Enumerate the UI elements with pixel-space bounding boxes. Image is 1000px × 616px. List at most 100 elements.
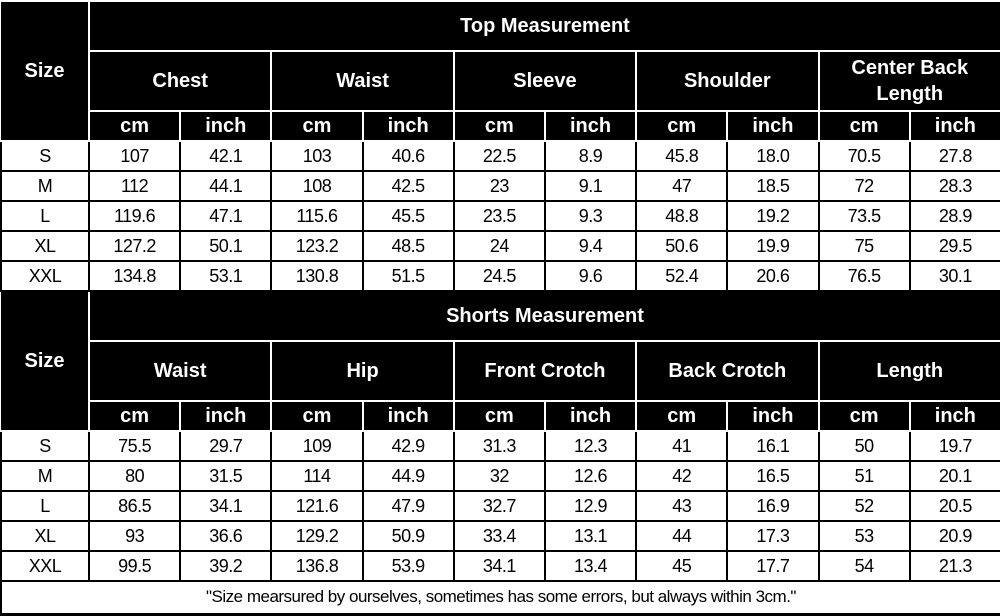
group-header: Back Crotch — [636, 341, 818, 401]
size-header: Size — [1, 291, 89, 431]
value-cell: 52 — [819, 491, 910, 521]
value-cell: 43 — [636, 491, 727, 521]
value-cell: 28.3 — [910, 171, 1000, 201]
value-cell: 50.6 — [636, 231, 727, 261]
group-header: Hip — [271, 341, 453, 401]
value-cell: 20.5 — [910, 491, 1000, 521]
value-cell: 42.9 — [363, 431, 454, 461]
size-cell: L — [1, 201, 89, 231]
size-cell: XL — [1, 521, 89, 551]
value-cell: 9.4 — [545, 231, 636, 261]
value-cell: 93 — [89, 521, 180, 551]
unit-header: inch — [910, 401, 1000, 431]
value-cell: 23.5 — [454, 201, 545, 231]
value-cell: 73.5 — [819, 201, 910, 231]
value-cell: 34.1 — [454, 551, 545, 581]
size-header: Size — [1, 1, 89, 141]
value-cell: 17.3 — [727, 521, 818, 551]
value-cell: 39.2 — [180, 551, 271, 581]
value-cell: 9.6 — [545, 261, 636, 291]
value-cell: 53.1 — [180, 261, 271, 291]
value-cell: 51 — [819, 461, 910, 491]
value-cell: 9.1 — [545, 171, 636, 201]
value-cell: 48.8 — [636, 201, 727, 231]
value-cell: 121.6 — [271, 491, 362, 521]
value-cell: 21.3 — [910, 551, 1000, 581]
value-cell: 136.8 — [271, 551, 362, 581]
value-cell: 12.6 — [545, 461, 636, 491]
value-cell: 16.9 — [727, 491, 818, 521]
value-cell: 42 — [636, 461, 727, 491]
unit-header: inch — [363, 111, 454, 141]
value-cell: 99.5 — [89, 551, 180, 581]
value-cell: 36.6 — [180, 521, 271, 551]
value-cell: 8.9 — [545, 141, 636, 171]
group-header: Waist — [271, 51, 453, 111]
value-cell: 72 — [819, 171, 910, 201]
value-cell: 27.8 — [910, 141, 1000, 171]
value-cell: 19.7 — [910, 431, 1000, 461]
value-cell: 24 — [454, 231, 545, 261]
unit-header: cm — [271, 401, 362, 431]
value-cell: 20.6 — [727, 261, 818, 291]
value-cell: 50.1 — [180, 231, 271, 261]
value-cell: 75.5 — [89, 431, 180, 461]
unit-header: inch — [363, 401, 454, 431]
size-cell: XXL — [1, 261, 89, 291]
value-cell: 47 — [636, 171, 727, 201]
note-section: "Size mearsured by ourselves, sometimes … — [1, 581, 1000, 614]
group-header: Chest — [89, 51, 271, 111]
size-cell: S — [1, 141, 89, 171]
unit-header: cm — [819, 401, 910, 431]
value-cell: 42.1 — [180, 141, 271, 171]
value-cell: 24.5 — [454, 261, 545, 291]
value-cell: 28.9 — [910, 201, 1000, 231]
value-cell: 20.9 — [910, 521, 1000, 551]
value-cell: 86.5 — [89, 491, 180, 521]
value-cell: 127.2 — [89, 231, 180, 261]
value-cell: 23 — [454, 171, 545, 201]
section-title: Shorts Measurement — [89, 291, 1000, 341]
value-cell: 107 — [89, 141, 180, 171]
value-cell: 70.5 — [819, 141, 910, 171]
unit-header: cm — [636, 401, 727, 431]
value-cell: 31.5 — [180, 461, 271, 491]
value-cell: 18.0 — [727, 141, 818, 171]
value-cell: 17.7 — [727, 551, 818, 581]
value-cell: 13.1 — [545, 521, 636, 551]
disclaimer-note: "Size mearsured by ourselves, sometimes … — [1, 581, 1000, 614]
value-cell: 114 — [271, 461, 362, 491]
unit-header: inch — [727, 111, 818, 141]
value-cell: 12.9 — [545, 491, 636, 521]
value-cell: 22.5 — [454, 141, 545, 171]
value-cell: 44.1 — [180, 171, 271, 201]
value-cell: 45 — [636, 551, 727, 581]
value-cell: 75 — [819, 231, 910, 261]
size-cell: L — [1, 491, 89, 521]
group-header: Front Crotch — [454, 341, 636, 401]
value-cell: 76.5 — [819, 261, 910, 291]
value-cell: 53 — [819, 521, 910, 551]
unit-header: cm — [636, 111, 727, 141]
size-cell: M — [1, 171, 89, 201]
unit-header: cm — [454, 111, 545, 141]
value-cell: 129.2 — [271, 521, 362, 551]
value-cell: 30.1 — [910, 261, 1000, 291]
value-cell: 42.5 — [363, 171, 454, 201]
value-cell: 40.6 — [363, 141, 454, 171]
value-cell: 29.7 — [180, 431, 271, 461]
